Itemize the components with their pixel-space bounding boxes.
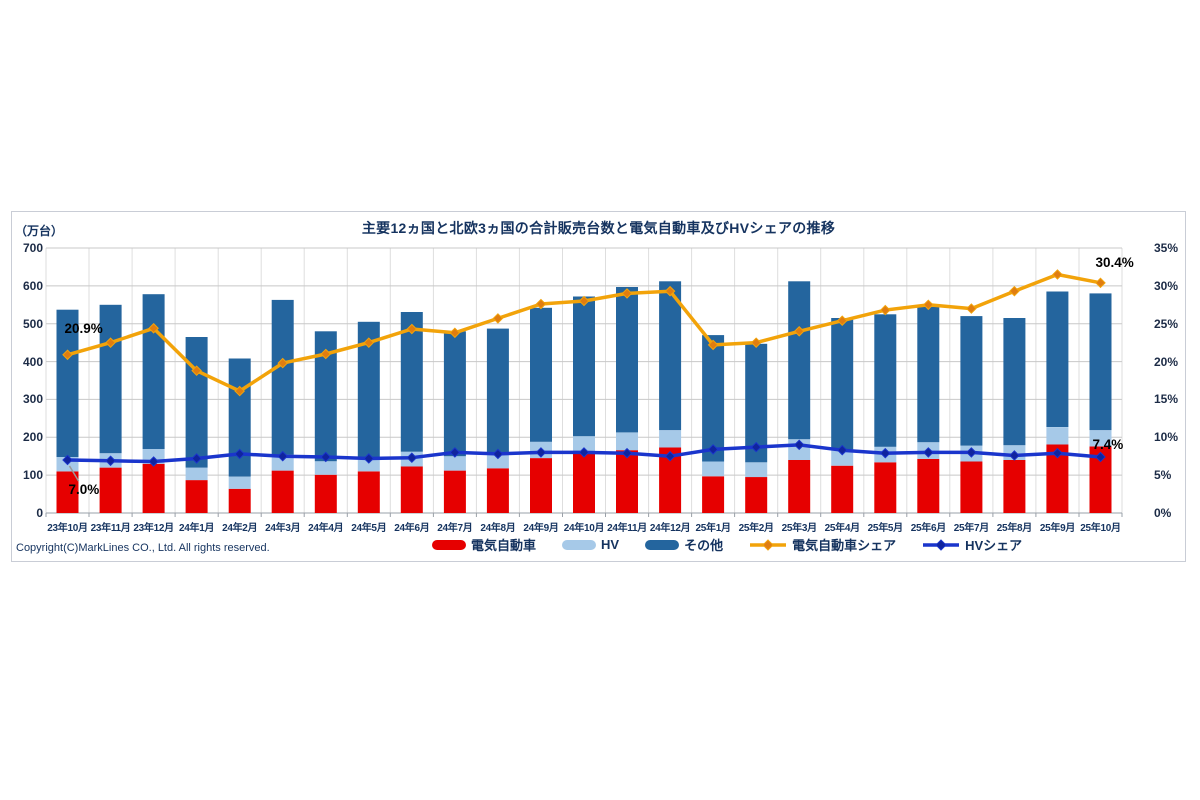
x-axis-tick-label: 24年12月 (649, 523, 691, 534)
right-axis-tick-label: 5% (1154, 468, 1172, 483)
x-axis-tick-label: 25年9月 (1039, 523, 1076, 534)
left-axis-tick-label: 500 (22, 316, 43, 331)
x-axis-tick-label: 25年4月 (824, 523, 860, 534)
x-axis-tick-label: 24年3月 (265, 523, 301, 534)
legend-line-swatch-icon (750, 538, 787, 551)
legend: 電気自動車 HV その他 電気自動車シェア HVシェア (432, 535, 1022, 554)
x-axis-tick-label: 25年6月 (910, 523, 946, 534)
data-label-74: 7.4% (1092, 436, 1124, 452)
chart-title: 主要12ヵ国と北欧3ヵ国の合計販売台数と電気自動車及びHVシェアの推移 (361, 220, 836, 236)
legend-bar-swatch-icon (562, 539, 597, 550)
right-axis-tick-label: 30% (1154, 278, 1179, 293)
left-axis-tick-label: 300 (22, 392, 43, 407)
x-axis-tick-label: 25年1月 (695, 523, 731, 534)
legend-label: 電気自動車シェア (792, 538, 897, 553)
x-axis-tick-label: 24年11月 (607, 523, 647, 534)
right-axis-tick-label: 25% (1154, 316, 1179, 331)
legend-item-3: 電気自動車シェア (749, 535, 896, 554)
legend-bar-swatch-icon (645, 539, 680, 550)
legend-item-1: HV (562, 537, 619, 552)
left-axis-tick-label: 0 (36, 506, 43, 520)
left-axis-tick-label: 700 (22, 241, 43, 255)
data-label-304: 30.4% (1095, 254, 1134, 270)
x-axis-tick-label: 24年10月 (563, 523, 605, 534)
chart-frame: 主要12ヵ国と北欧3ヵ国の合計販売台数と電気自動車及びHVシェアの推移 （万台）… (11, 211, 1186, 562)
x-axis-tick-label: 23年11月 (90, 523, 131, 534)
legend-item-2: その他 (645, 535, 723, 554)
right-axis-tick-label: 10% (1154, 430, 1179, 445)
x-axis-tick-label: 24年1月 (179, 523, 215, 534)
x-axis-tick-label: 25年5月 (867, 523, 903, 534)
x-axis-tick-label: 25年3月 (781, 523, 817, 534)
left-axis-unit-label: （万台） (15, 224, 64, 238)
x-axis-tick-label: 23年10月 (47, 523, 88, 534)
legend-label: その他 (684, 538, 724, 553)
x-axis-tick-label: 25年8月 (996, 523, 1032, 534)
left-axis-tick-label: 400 (22, 354, 43, 369)
x-axis-tick-label: 25年7月 (953, 523, 989, 534)
x-axis-tick-label: 23年12月 (133, 523, 174, 534)
right-axis-tick-label: 0% (1154, 506, 1172, 520)
x-axis-tick-label: 24年6月 (394, 523, 430, 534)
data-label-209: 20.9% (64, 320, 103, 336)
legend-label: HV (601, 537, 620, 552)
x-axis-tick-label: 24年8月 (480, 523, 516, 534)
x-axis-tick-label: 24年9月 (523, 523, 559, 534)
x-axis-tick-label: 24年7月 (437, 523, 473, 534)
copyright-text: Copyright(C)MarkLines CO., Ltd. All righ… (16, 542, 270, 554)
x-axis-tick-label: 24年2月 (222, 523, 258, 534)
x-axis-tick-label: 24年4月 (308, 523, 344, 534)
left-axis-tick-label: 100 (22, 468, 43, 483)
x-axis-tick-label: 25年2月 (738, 523, 774, 534)
legend-label: HVシェア (965, 538, 1023, 553)
left-axis-tick-label: 200 (22, 430, 43, 445)
plot-area (45, 247, 1123, 517)
legend-label: 電気自動車 (471, 538, 537, 553)
legend-item-4: HVシェア (922, 535, 1022, 554)
x-axis-tick-label: 25年10月 (1080, 523, 1121, 534)
legend-item-0: 電気自動車 (432, 535, 536, 554)
right-axis-tick-label: 20% (1154, 354, 1179, 369)
right-axis-tick-label: 35% (1154, 241, 1179, 255)
legend-line-swatch-icon (923, 538, 960, 551)
left-axis-tick-label: 600 (22, 278, 43, 293)
right-axis-tick-label: 15% (1154, 392, 1179, 407)
legend-bar-swatch-icon (432, 539, 466, 550)
data-label-70: 7.0% (68, 482, 100, 497)
x-axis-tick-label: 24年5月 (351, 523, 387, 534)
